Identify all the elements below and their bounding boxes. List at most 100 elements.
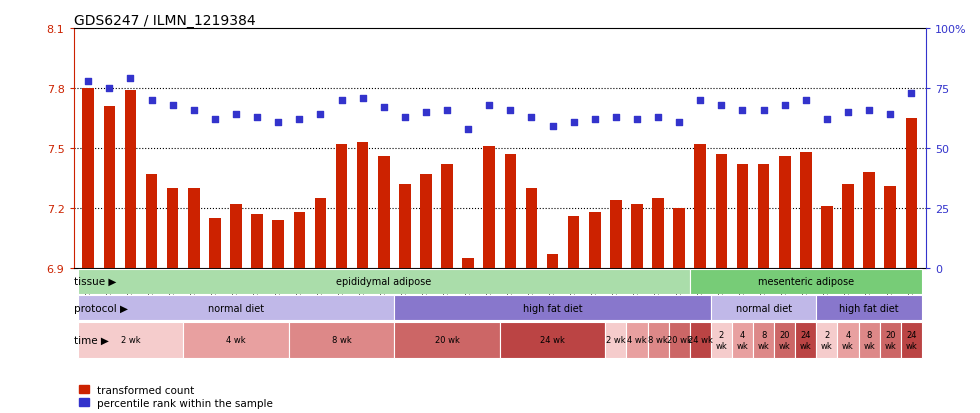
Text: time ▶: time ▶ <box>74 335 109 345</box>
Text: 8
wk: 8 wk <box>758 330 769 350</box>
Bar <box>673 209 685 268</box>
Text: 2 wk: 2 wk <box>121 336 140 344</box>
Point <box>397 114 413 121</box>
Point <box>608 114 623 121</box>
Text: mesenteric adipose: mesenteric adipose <box>758 277 854 287</box>
Bar <box>884 187 896 268</box>
Text: GDS6247 / ILMN_1219384: GDS6247 / ILMN_1219384 <box>74 14 255 28</box>
Text: 8
wk: 8 wk <box>863 330 875 350</box>
Point <box>461 126 476 133</box>
Bar <box>357 142 368 268</box>
Text: high fat diet: high fat diet <box>522 303 582 313</box>
Point <box>565 119 581 126</box>
Bar <box>774 322 795 358</box>
Text: 24
wk: 24 wk <box>906 330 917 350</box>
Bar <box>690 322 710 358</box>
Text: high fat diet: high fat diet <box>839 303 899 313</box>
Bar <box>695 145 707 268</box>
Bar <box>209 218 221 268</box>
Point <box>80 78 96 85</box>
Bar <box>124 91 136 268</box>
Bar <box>272 221 284 268</box>
Point <box>249 114 265 121</box>
Text: tissue ▶: tissue ▶ <box>74 277 117 287</box>
Point <box>904 90 919 97</box>
Bar <box>188 188 200 268</box>
Bar <box>378 157 389 268</box>
Text: protocol ▶: protocol ▶ <box>74 303 128 313</box>
Text: 2
wk: 2 wk <box>715 330 727 350</box>
Bar <box>500 322 606 358</box>
Text: 20 wk: 20 wk <box>666 336 692 344</box>
Point <box>735 107 751 114</box>
Point <box>671 119 687 126</box>
Point <box>144 97 160 104</box>
Bar <box>753 322 774 358</box>
Bar <box>838 322 858 358</box>
Point <box>523 114 539 121</box>
Bar <box>668 322 690 358</box>
Bar <box>399 185 411 268</box>
Point <box>355 95 370 102</box>
Bar <box>858 322 880 358</box>
Point <box>333 97 349 104</box>
Bar <box>710 295 816 320</box>
Bar <box>394 322 500 358</box>
Bar <box>336 145 347 268</box>
Text: 2 wk: 2 wk <box>606 336 625 344</box>
Point <box>819 116 835 123</box>
Point <box>587 116 603 123</box>
Bar <box>906 119 917 268</box>
Point <box>756 107 771 114</box>
Bar <box>880 322 901 358</box>
Bar <box>589 212 601 268</box>
Point <box>102 85 118 92</box>
Bar <box>293 212 305 268</box>
Text: 8 wk: 8 wk <box>331 336 352 344</box>
Point <box>798 97 813 104</box>
Point <box>481 102 497 109</box>
Bar <box>567 216 579 268</box>
Bar <box>779 157 791 268</box>
Point <box>122 76 138 83</box>
Point <box>270 119 286 126</box>
Bar <box>77 295 394 320</box>
Bar <box>82 89 94 268</box>
Text: 20
wk: 20 wk <box>779 330 791 350</box>
Bar <box>690 269 922 294</box>
Text: 24 wk: 24 wk <box>540 336 565 344</box>
Bar <box>289 322 394 358</box>
Bar <box>394 295 710 320</box>
Point <box>186 107 202 114</box>
Point <box>207 116 222 123</box>
Bar <box>821 206 833 268</box>
Text: 20
wk: 20 wk <box>884 330 896 350</box>
Bar <box>77 269 690 294</box>
Bar <box>77 322 183 358</box>
Legend: transformed count, percentile rank within the sample: transformed count, percentile rank withi… <box>78 385 273 408</box>
Bar <box>611 200 621 268</box>
Bar <box>251 214 263 268</box>
Text: 4 wk: 4 wk <box>226 336 246 344</box>
Bar <box>525 188 537 268</box>
Bar <box>901 322 922 358</box>
Text: 8 wk: 8 wk <box>648 336 668 344</box>
Point <box>165 102 180 109</box>
Bar <box>441 165 453 268</box>
Point <box>418 109 434 116</box>
Point <box>651 114 666 121</box>
Bar <box>606 322 626 358</box>
Bar <box>795 322 816 358</box>
Bar <box>648 322 668 358</box>
Bar <box>104 107 116 268</box>
Bar <box>505 154 516 268</box>
Text: 2
wk: 2 wk <box>821 330 833 350</box>
Point <box>693 97 709 104</box>
Point <box>840 109 856 116</box>
Bar <box>146 175 158 268</box>
Bar <box>816 295 922 320</box>
Text: 4
wk: 4 wk <box>842 330 854 350</box>
Point <box>291 116 307 123</box>
Point <box>228 112 244 119</box>
Point <box>777 102 793 109</box>
